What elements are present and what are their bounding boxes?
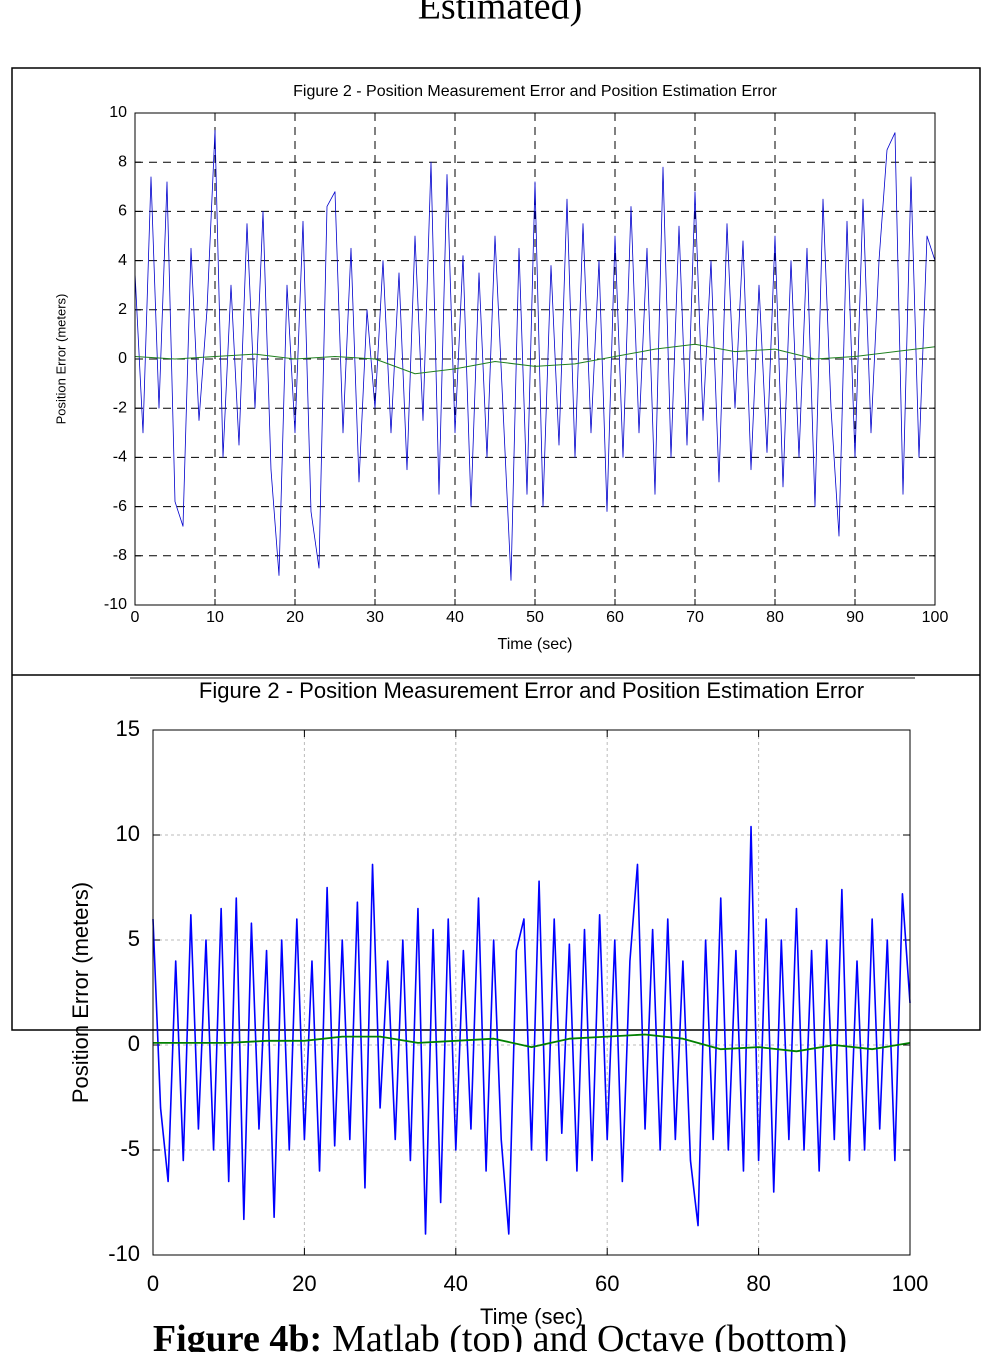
y-tick-label: 0 [128, 1031, 140, 1056]
x-axis-label: Time (sec) [480, 1304, 583, 1329]
y-tick-label: -8 [113, 547, 127, 564]
y-tick-label: -10 [108, 1241, 140, 1266]
x-tick-label: 60 [595, 1271, 619, 1296]
y-tick-label: 2 [118, 301, 127, 318]
series-line [134, 129, 936, 581]
y-tick-label: -6 [113, 498, 127, 515]
x-tick-label: 80 [746, 1271, 770, 1296]
x-tick-label: 10 [206, 609, 224, 626]
y-tick-label: 4 [118, 252, 127, 269]
x-tick-label: 40 [444, 1271, 468, 1296]
y-axis-label: Position Error (meters) [53, 294, 68, 425]
series-line [134, 343, 936, 375]
caption: Figure 4b: Matlab (top) and Octave (botto… [153, 1318, 847, 1352]
x-tick-label: 60 [606, 609, 624, 626]
y-tick-label: 10 [109, 104, 127, 121]
heading-fragment: Estimated) [418, 0, 583, 28]
y-tick-label: 15 [116, 716, 140, 741]
x-tick-label: 20 [292, 1271, 316, 1296]
y-tick-label: -10 [104, 596, 127, 613]
y-axis-label: Position Error (meters) [68, 882, 93, 1103]
y-tick-label: 6 [118, 203, 127, 220]
x-tick-label: 90 [846, 609, 864, 626]
plot-frame [134, 112, 936, 606]
caption-label: Figure 4b: [153, 1318, 322, 1352]
y-tick-label: 5 [128, 926, 140, 951]
y-tick-label: 10 [116, 821, 140, 846]
frame [11, 67, 981, 1031]
chart-title: Figure 2 - Position Measurement Error an… [199, 678, 864, 703]
x-axis-label: Time (sec) [498, 636, 573, 653]
x-tick-label: 40 [446, 609, 464, 626]
x-tick-label: 0 [131, 609, 140, 626]
x-tick-label: 100 [922, 609, 949, 626]
series-line [153, 1033, 911, 1053]
y-tick-label: -5 [120, 1136, 140, 1161]
chart-title: Figure 2 - Position Measurement Error an… [293, 83, 777, 100]
x-tick-label: 80 [766, 609, 784, 626]
x-tick-label: 50 [526, 609, 544, 626]
y-tick-label: 0 [118, 350, 127, 367]
x-tick-label: 20 [286, 609, 304, 626]
plot-frame [152, 729, 911, 1256]
caption-text: Matlab (top) and Octave (bottom) [332, 1318, 847, 1352]
y-tick-label: 8 [118, 153, 127, 170]
y-tick-label: -2 [113, 399, 127, 416]
y-tick-label: -4 [113, 449, 127, 466]
x-tick-label: 0 [147, 1271, 159, 1296]
x-tick-label: 30 [366, 609, 384, 626]
x-tick-label: 70 [686, 609, 704, 626]
series-line [152, 825, 911, 1235]
x-tick-label: 100 [892, 1271, 929, 1296]
